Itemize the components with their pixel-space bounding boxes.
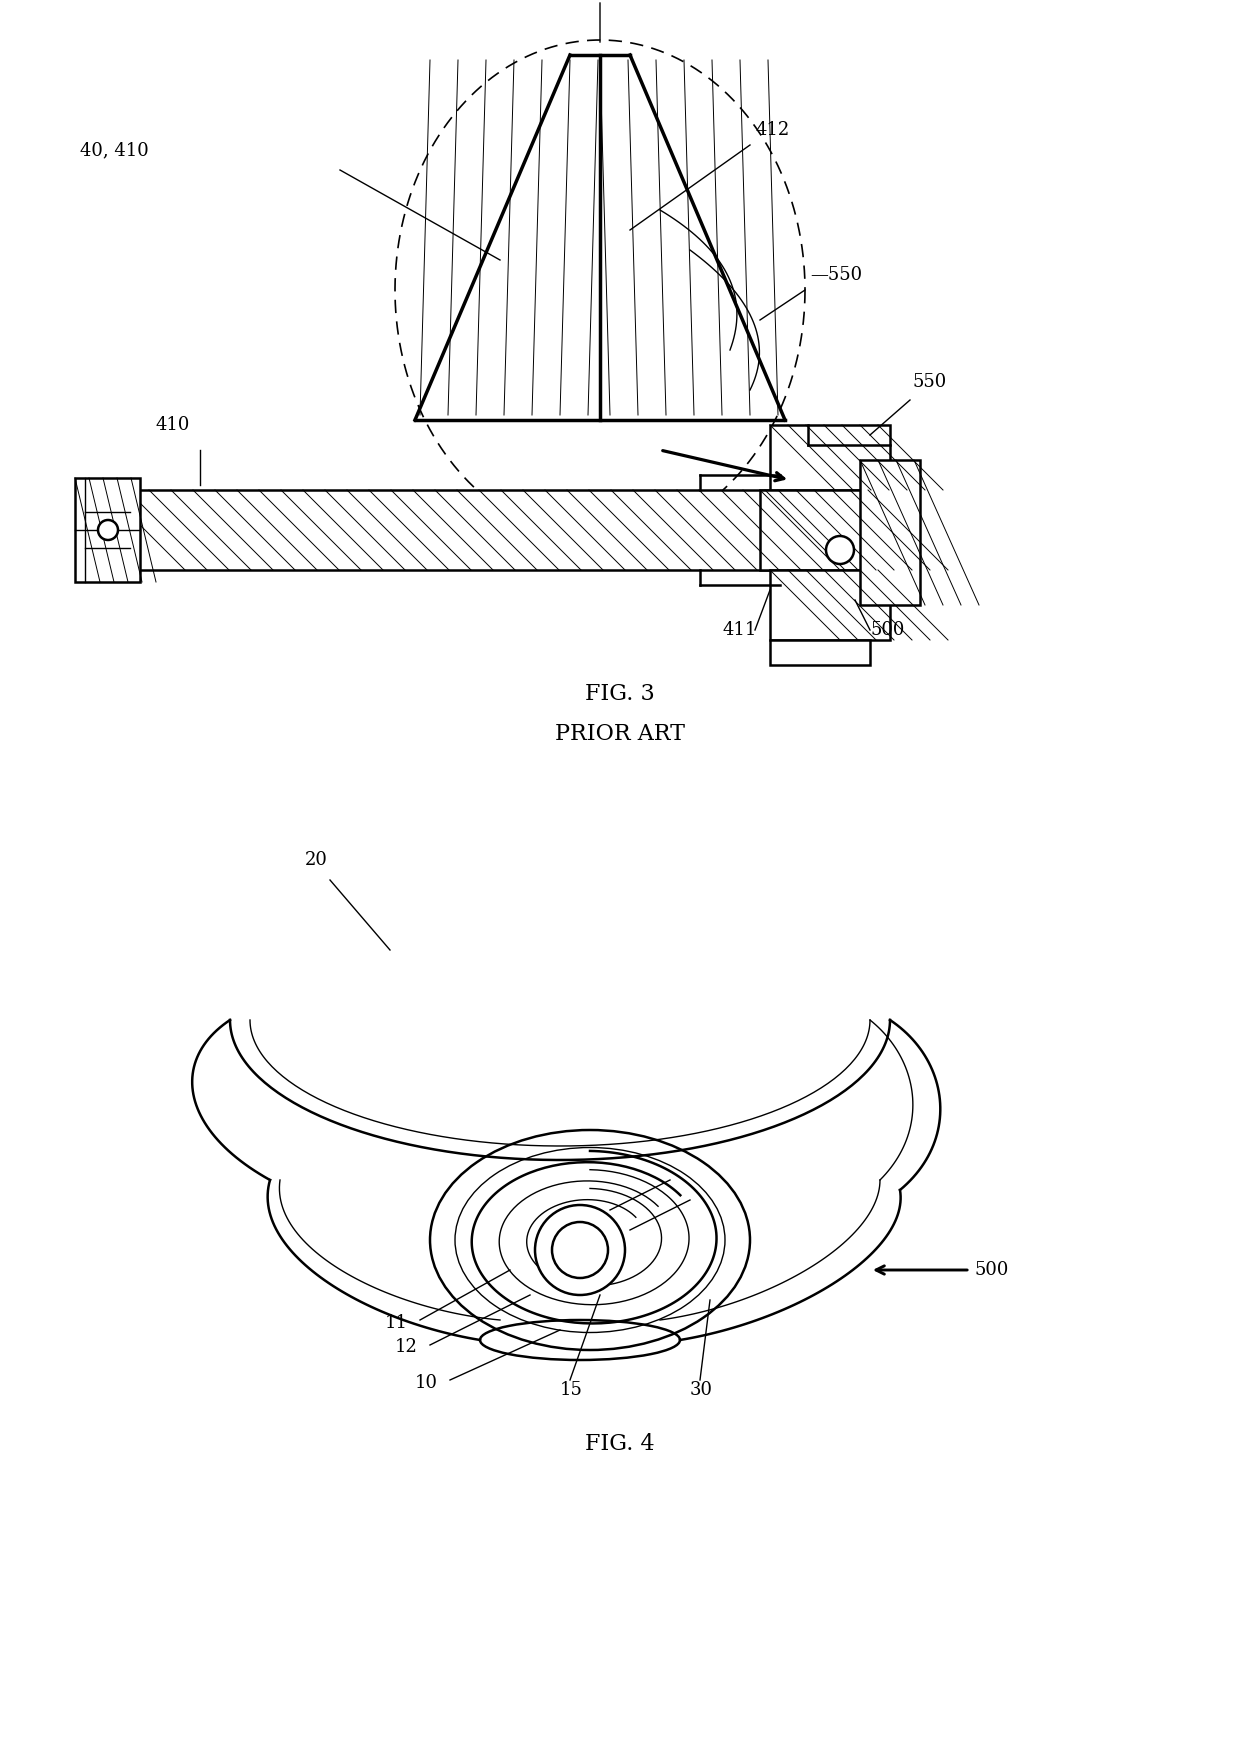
Text: 500: 500 bbox=[975, 1262, 1009, 1279]
Text: 40, 410: 40, 410 bbox=[81, 141, 149, 159]
Bar bbox=[74, 478, 140, 581]
Text: 20: 20 bbox=[305, 851, 327, 869]
Bar bbox=[770, 425, 890, 490]
Circle shape bbox=[826, 536, 854, 564]
Text: 412: 412 bbox=[755, 122, 789, 139]
Text: 15: 15 bbox=[560, 1381, 583, 1399]
Text: 12: 12 bbox=[396, 1337, 418, 1357]
Text: 30: 30 bbox=[689, 1381, 713, 1399]
Text: PRIOR ART: PRIOR ART bbox=[556, 722, 684, 745]
Text: 411: 411 bbox=[723, 620, 758, 640]
Circle shape bbox=[98, 520, 118, 539]
Circle shape bbox=[534, 1205, 625, 1295]
Bar bbox=[861, 460, 920, 604]
Bar bbox=[760, 490, 870, 569]
Text: 550: 550 bbox=[911, 374, 946, 391]
Bar bbox=[770, 640, 870, 664]
Bar bbox=[770, 569, 890, 640]
Text: 10: 10 bbox=[415, 1374, 438, 1392]
Text: 11: 11 bbox=[384, 1314, 408, 1332]
Text: FIG. 4: FIG. 4 bbox=[585, 1433, 655, 1455]
Text: 500: 500 bbox=[870, 620, 904, 640]
Text: FIG. 3: FIG. 3 bbox=[585, 684, 655, 705]
Text: 410: 410 bbox=[155, 416, 190, 433]
Text: —550: —550 bbox=[810, 266, 862, 284]
Circle shape bbox=[552, 1223, 608, 1277]
Bar bbox=[95, 490, 780, 569]
